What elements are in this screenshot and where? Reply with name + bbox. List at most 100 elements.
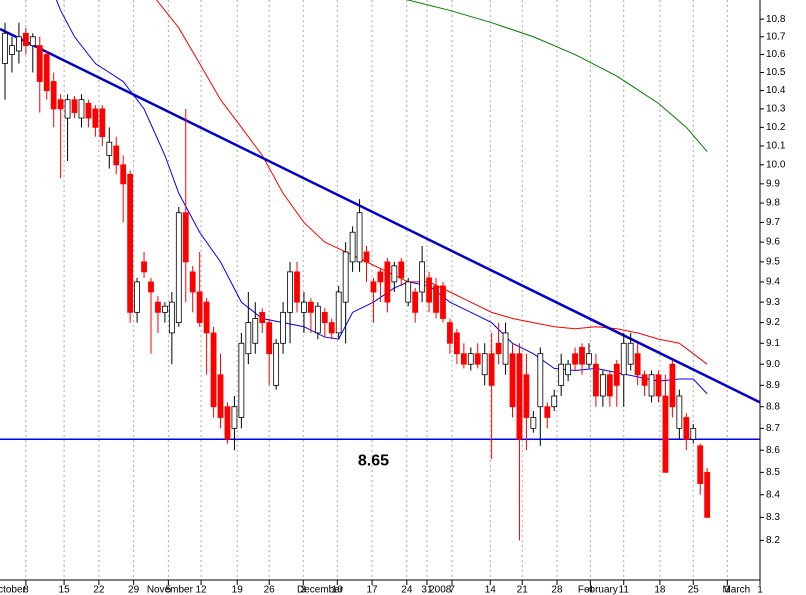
- y-tick-label: 10.7: [766, 31, 786, 42]
- candle-body: [155, 301, 161, 313]
- candle-body: [641, 374, 648, 386]
- candle-body: [120, 164, 127, 185]
- candle-body: [252, 318, 259, 344]
- candle-body: [537, 353, 544, 408]
- y-tick-label: 9.4: [766, 277, 780, 288]
- x-tick-label: 31: [421, 585, 433, 595]
- candle-body: [502, 332, 509, 365]
- annotation: 8.65: [358, 452, 389, 469]
- candle-body: [676, 395, 683, 429]
- x-tick-label: 25: [688, 585, 700, 595]
- candle-body: [398, 261, 405, 279]
- month-label: ctober: [0, 585, 27, 595]
- candle-body: [203, 301, 210, 334]
- x-tick-label: 12: [195, 585, 207, 595]
- y-tick-label: 10.5: [766, 67, 786, 78]
- candle-body: [78, 99, 85, 119]
- candle-body: [377, 271, 384, 283]
- month-label: March: [722, 585, 750, 595]
- candle-body: [280, 311, 286, 344]
- candle-body: [370, 281, 377, 293]
- y-tick-label: 10.0: [766, 159, 786, 170]
- x-tick-label: 28: [551, 585, 563, 595]
- y-tick-label: 8.6: [766, 445, 780, 456]
- candle-body: [349, 231, 356, 263]
- y-tick-label: 9.1: [766, 338, 780, 349]
- candle-body: [210, 332, 217, 408]
- y-tick-label: 9.6: [766, 237, 780, 248]
- candle-body: [523, 374, 530, 418]
- candle-body: [599, 374, 606, 397]
- candle-body: [627, 342, 634, 365]
- candle-body: [593, 363, 599, 397]
- candle-body: [127, 173, 134, 313]
- candle-body: [307, 301, 314, 313]
- candle-body: [405, 281, 412, 303]
- candle-body: [433, 285, 439, 313]
- y-tick-label: 8.8: [766, 401, 780, 412]
- x-tick-label: 3: [725, 585, 731, 595]
- candle-body: [419, 261, 426, 293]
- candle-body: [634, 353, 641, 376]
- x-tick-label: 19: [232, 585, 244, 595]
- candle-body: [551, 395, 558, 408]
- y-tick-label: 9.2: [766, 317, 780, 328]
- candle-body: [217, 374, 224, 418]
- candle-body: [182, 212, 189, 263]
- candle-body: [579, 347, 585, 365]
- axes: 10.8 10.7 10.6 10.5 10.4 10.3 10.2 10.1 10.0 9.9 9…: [0, 0, 786, 595]
- y-tick-label: 9.0: [766, 359, 780, 370]
- candle-body: [57, 99, 64, 110]
- candle-body: [669, 363, 676, 408]
- candle-body: [655, 374, 662, 397]
- candle-body: [447, 322, 453, 344]
- candle-body: [412, 291, 419, 313]
- x-tick-label: 11: [619, 585, 630, 595]
- candle-body: [9, 45, 15, 55]
- candle-body: [467, 353, 474, 365]
- candle-body: [509, 353, 516, 408]
- x-tick-label: 26: [264, 585, 276, 595]
- candle-body: [266, 322, 273, 355]
- candle-body: [196, 291, 203, 324]
- candle-body: [238, 342, 245, 418]
- x-tick-label: 3: [300, 585, 306, 595]
- candle-body: [342, 251, 349, 303]
- candle-body: [29, 36, 36, 47]
- candle-body: [71, 99, 78, 113]
- candle-body: [92, 108, 99, 128]
- x-tick-label: 18: [654, 585, 666, 595]
- candle-body: [530, 417, 537, 429]
- candle-body: [64, 99, 71, 119]
- moving-average: [406, 0, 708, 152]
- y-tick-label: 9.3: [766, 297, 780, 308]
- candle-body: [328, 322, 335, 334]
- candle-body: [572, 353, 578, 365]
- candle-body: [356, 212, 363, 263]
- candle-body: [106, 141, 113, 156]
- x-tick-label: 10: [332, 585, 344, 595]
- candle-body: [516, 353, 523, 440]
- candle-body: [148, 281, 154, 293]
- candle-body: [99, 108, 106, 138]
- candle-body: [245, 322, 252, 355]
- candle-body: [22, 32, 29, 47]
- x-tick-label: 17: [367, 585, 379, 595]
- y-tick-label: 10.3: [766, 104, 786, 115]
- candle-body: [301, 301, 307, 313]
- month-label: December: [297, 585, 344, 595]
- candle-body: [697, 445, 704, 484]
- candle-body: [586, 353, 592, 365]
- y-tick-label: 8.9: [766, 380, 780, 391]
- candle-body: [648, 374, 655, 397]
- month-label: 2008: [429, 585, 452, 595]
- y-tick-label: 10.6: [766, 49, 786, 60]
- candle-body: [363, 251, 370, 263]
- x-tick-label: 24: [401, 585, 413, 595]
- candle-body: [134, 281, 140, 313]
- candle-body: [613, 363, 620, 386]
- candle-body: [704, 471, 711, 518]
- x-tick-label: 22: [93, 585, 105, 595]
- y-tick-label: 10.4: [766, 85, 786, 96]
